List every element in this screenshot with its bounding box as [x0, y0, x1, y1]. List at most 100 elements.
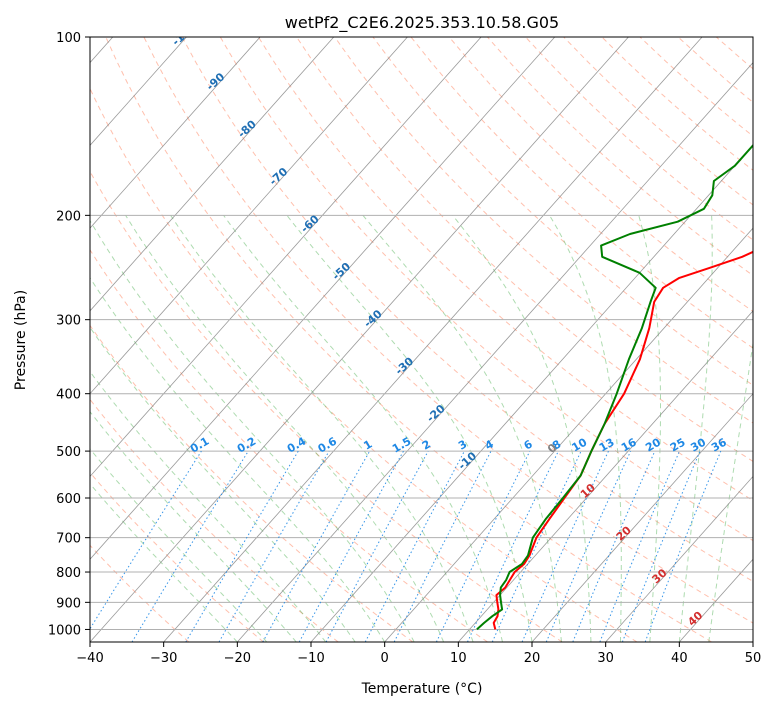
- y-axis-title: Pressure (hPa): [13, 290, 29, 390]
- mixing-ratio-label: 13: [597, 436, 617, 455]
- x-tick-label: 50: [745, 651, 762, 666]
- x-tick-label: 0: [381, 651, 389, 666]
- moist-adiabat-line: [708, 340, 753, 642]
- mixing-ratio-line: [364, 450, 465, 642]
- dewpoint-profile-line: [476, 143, 753, 631]
- mixing-ratio-label: 0.6: [316, 434, 340, 455]
- mixing-ratio-label: 6: [522, 437, 535, 452]
- y-tick-label: 300: [56, 314, 81, 329]
- mixing-ratio-line: [599, 450, 680, 642]
- y-tick-label: 200: [56, 209, 81, 224]
- mixing-ratio-label: 25: [668, 436, 688, 455]
- moist-adiabat-line: [90, 482, 238, 642]
- isotherm-label: -70: [267, 165, 291, 188]
- dry-adiabat-line: [181, 37, 753, 582]
- isotherm-line: [90, 37, 335, 312]
- isotherm-line: [531, 393, 753, 642]
- x-tick-label: −10: [297, 651, 324, 666]
- isotherm-line: [237, 61, 753, 642]
- y-tick-label: 800: [56, 566, 81, 581]
- x-axis-title: Temperature (°C): [361, 681, 483, 697]
- isotherm-line: [90, 37, 187, 146]
- mixing-ratio-line: [218, 450, 330, 642]
- moist-adiabat-line: [90, 219, 415, 642]
- dry-adiabat-line: [90, 398, 339, 642]
- dry-adiabat-line: [372, 37, 753, 386]
- moist-adiabat-line: [286, 214, 533, 642]
- mixing-ratio-label: 16: [619, 435, 639, 454]
- axes-overlay: −40 −30 −20 −10 0 10 20 30 40 5010020030040050060…: [48, 31, 761, 666]
- y-tick-label: 1000: [48, 623, 81, 638]
- dry-adiabat-line: [563, 37, 753, 206]
- mixing-ratio-line: [521, 450, 609, 642]
- isotherm-line: [90, 37, 482, 478]
- mixing-ratio-line: [298, 450, 404, 642]
- isotherm-label: -10: [456, 449, 480, 472]
- dry-adiabat-line: [448, 37, 753, 313]
- dry-adiabat-line: [755, 37, 775, 642]
- moist-adiabat-line: [90, 448, 268, 642]
- moist-adiabat-line: [549, 215, 622, 642]
- mixing-ratio-line: [325, 450, 429, 642]
- mixing-ratio-line: [393, 450, 492, 642]
- temperature-profile-line: [492, 250, 753, 630]
- mixing-ratio-label: 2: [420, 438, 433, 453]
- isotherm-line: [90, 37, 261, 229]
- dry-adiabat-line: [143, 37, 753, 624]
- moist-adiabat-line: [362, 214, 562, 642]
- y-tick-label: 700: [56, 532, 81, 547]
- y-tick-label: 100: [56, 31, 81, 46]
- isotherm-line: [458, 310, 753, 642]
- isotherm-label: 40: [685, 609, 705, 629]
- dry-adiabat-line: [105, 37, 712, 642]
- dry-adiabat-line: [525, 37, 753, 241]
- mixing-ratio-label: 1: [361, 438, 374, 453]
- mixing-ratio-line: [644, 450, 722, 642]
- isotherm-label: -80: [235, 117, 259, 140]
- isotherm-label: -30: [393, 354, 417, 377]
- x-tick-label: −40: [76, 651, 103, 666]
- mixing-ratio-label: 0.4: [285, 434, 309, 455]
- mixing-ratio-line: [131, 450, 249, 642]
- mixing-ratio-label: 30: [688, 435, 708, 454]
- moist-adiabat-line: [638, 215, 661, 642]
- mixing-ratio-line: [621, 450, 701, 642]
- chart-title: wetPf2_C2E6.2025.353.10.58.G05: [285, 13, 559, 33]
- mixing-ratio-line: [435, 450, 531, 642]
- y-tick-label: 600: [56, 492, 81, 507]
- plot-frame: [89, 36, 754, 643]
- x-tick-label: 40: [671, 651, 688, 666]
- y-tick-label: 900: [56, 596, 81, 611]
- isotherm-line: [90, 37, 629, 642]
- moist-adiabat-line: [90, 326, 356, 642]
- dry-adiabat-line: [90, 87, 638, 642]
- isotherm-line: [90, 37, 408, 395]
- x-tick-label: 30: [597, 651, 614, 666]
- dry-adiabat-line: [90, 248, 488, 642]
- mixing-ratio-label: 36: [709, 435, 729, 454]
- x-tick-label: 10: [450, 651, 467, 666]
- moist-adiabat-line: [125, 215, 445, 642]
- isotherm-label: -90: [204, 70, 228, 93]
- moist-adiabat-line: [223, 215, 503, 642]
- isotherm-label: -20: [424, 402, 448, 425]
- moist-adiabat-line: [678, 215, 713, 642]
- isotherm-line: [605, 475, 753, 642]
- dry-adiabat-line: [90, 471, 264, 642]
- dry-adiabat-line: [219, 37, 753, 542]
- dry-adiabat-line: [257, 37, 753, 502]
- y-tick-label: 500: [56, 445, 81, 460]
- isotherm-line: [384, 227, 753, 642]
- moist-adiabat-line: [170, 215, 474, 642]
- isotherm-line: [163, 37, 703, 642]
- y-tick-label: 400: [56, 388, 81, 403]
- dry-adiabat-line: [639, 37, 753, 137]
- mixing-ratio-label: 4: [483, 437, 496, 452]
- isotherm-label: 30: [649, 566, 669, 586]
- mixing-ratio-label: 0.1: [188, 435, 211, 456]
- moist-adiabat-line: [452, 214, 592, 642]
- dry-adiabat-line: [677, 37, 753, 103]
- mixing-ratio-line: [467, 450, 559, 642]
- x-tick-label: 20: [524, 651, 541, 666]
